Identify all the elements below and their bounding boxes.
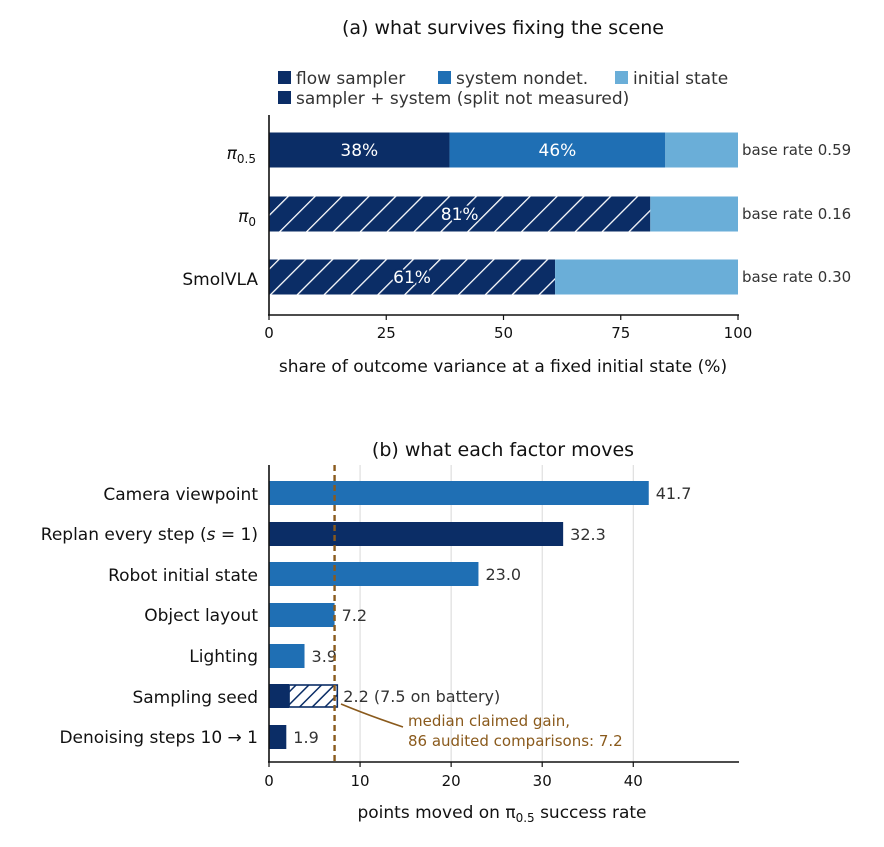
category-label-lighting: Lighting [189, 647, 258, 667]
panel-a-legend: flow sampler system nondet. initial stat… [278, 69, 728, 109]
legend-swatch-initial-state [615, 71, 628, 84]
bar-row4 [269, 644, 305, 668]
bar-value-label-row2: 23.0 [485, 565, 521, 584]
panel-a-bars: 38% 46% base rate 0.59 81% base rate 0.16 61%… [269, 132, 851, 295]
bar-segment-label-row2-0: 61% [393, 268, 431, 288]
bar-segment-row0-initial-state [665, 132, 738, 168]
legend-label-sampler-system: sampler + system (split not measured) [296, 89, 629, 109]
category-label-denoising-steps: Denoising steps 10 → 1 [59, 728, 258, 748]
category-label-pi0: π0 [238, 207, 256, 229]
category-label-pi05: π0.5 [227, 144, 256, 166]
panel-b-x-tick-label-0: 0 [264, 772, 274, 790]
base-rate-note-row2: base rate 0.30 [742, 268, 851, 286]
category-label-object-layout: Object layout [144, 606, 258, 626]
bar-row5-battery-extension [288, 684, 339, 708]
median-annotation-line2: 86 audited comparisons: 7.2 [408, 732, 623, 750]
base-rate-note-row0: base rate 0.59 [742, 141, 851, 159]
panel-a-title: (a) what survives fixing the scene [342, 17, 664, 39]
bar-value-label-row3: 7.2 [342, 606, 367, 625]
panel-b-bar-chart: (b) what each factor moves 41.7 32.3 23.0 7… [41, 439, 739, 825]
category-label-camera-viewpoint: Camera viewpoint [103, 485, 258, 505]
panel-b-x-axis: 0 10 20 30 40 [264, 465, 739, 790]
legend-label-initial-state: initial state [633, 69, 728, 89]
bar-segment-row0-system-nondet [449, 132, 666, 168]
bar-segment-label-row0-0: 38% [340, 141, 378, 161]
category-label-replan-every-step: Replan every step (s = 1) [41, 525, 258, 545]
legend-swatch-sampler-system [278, 91, 291, 104]
legend-label-system-nondet: system nondet. [456, 69, 588, 89]
bar-row2 [269, 562, 479, 586]
base-rate-note-row1: base rate 0.16 [742, 205, 851, 223]
panel-b-category-labels: Camera viewpoint Replan every step (s = … [41, 485, 259, 748]
category-label-smolvla: SmolVLA [182, 270, 258, 290]
panel-a-category-labels: π0.5 π0 SmolVLA [182, 144, 258, 290]
category-label-sampling-seed: Sampling seed [132, 688, 258, 708]
legend-swatch-flow-sampler [278, 71, 291, 84]
bar-value-label-row5: 2.2 (7.5 on battery) [343, 687, 500, 706]
bar-segment-row1-sampler-system-split-not-measured [269, 196, 651, 232]
bar-row5 [269, 684, 290, 708]
panel-b-x-axis-label: points moved on π0.5 success rate [357, 803, 646, 825]
panel-a-x-tick-label-50: 50 [494, 324, 513, 342]
bar-segment-label-row0-1: 46% [539, 141, 577, 161]
bar-row1 [269, 522, 564, 546]
legend-swatch-system-nondet [438, 71, 451, 84]
panel-b-x-tick-label-40: 40 [624, 772, 643, 790]
panel-a-x-tick-label-100: 100 [724, 324, 753, 342]
bar-row0 [269, 481, 649, 505]
panel-b-x-tick-label-30: 30 [533, 772, 552, 790]
panel-a-x-tick-label-0: 0 [264, 324, 274, 342]
bar-segment-row2-sampler-system-split-not-measured [269, 259, 556, 295]
panel-a-stacked-bar-chart: (a) what survives fixing the scene flow … [182, 17, 851, 377]
bar-segment-row1-initial-state [650, 196, 738, 232]
bar-segment-row2-initial-state [555, 259, 738, 295]
legend-label-flow-sampler: flow sampler [296, 69, 405, 89]
bar-row6 [269, 725, 287, 749]
panel-a-x-axis-label: share of outcome variance at a fixed ini… [279, 357, 727, 377]
bar-segment-row0-flow-sampler [269, 132, 450, 168]
panel-a-x-tick-label-75: 75 [611, 324, 630, 342]
median-annotation-arrow [340, 703, 404, 728]
panel-a-x-axis: 0 25 50 75 100 [264, 115, 752, 342]
bar-row3 [269, 603, 335, 627]
panel-b-x-tick-label-20: 20 [442, 772, 461, 790]
panel-b-gridlines [359, 465, 634, 762]
panel-b-title: (b) what each factor moves [372, 439, 634, 461]
panel-b-bars: 41.7 32.3 23.0 7.2 3.9 2.2 (7.5 on battery) 1.… [269, 465, 691, 762]
bar-value-label-row4: 3.9 [312, 647, 337, 666]
panel-a-x-tick-label-25: 25 [377, 324, 396, 342]
bar-value-label-row0: 41.7 [656, 484, 692, 503]
panel-b-x-tick-label-10: 10 [351, 772, 370, 790]
bar-segment-label-row1-0: 81% [441, 205, 479, 225]
bar-value-label-row1: 32.3 [570, 525, 606, 544]
bar-value-label-row6: 1.9 [293, 728, 318, 747]
category-label-robot-initial-state: Robot initial state [108, 566, 258, 586]
median-annotation-line1: median claimed gain, [408, 712, 570, 730]
